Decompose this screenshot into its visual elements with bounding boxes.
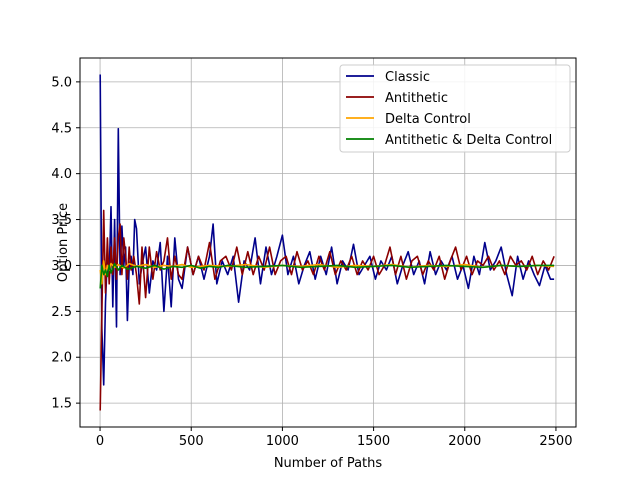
- y-axis-ticks: 1.5 2.0 2.5 3.0 3.5 4.0 4.5 5.0: [51, 75, 80, 412]
- x-axis-label: Number of Paths: [274, 456, 383, 471]
- y-tick-label: 2.0: [51, 351, 72, 366]
- y-tick-label: 4.5: [51, 121, 72, 136]
- x-tick-label: 2500: [539, 434, 572, 449]
- y-tick-label: 1.5: [51, 397, 72, 412]
- x-axis-ticks: 0 500 1000 1500 2000 2500: [96, 427, 572, 449]
- plot-lines: [99, 74, 555, 411]
- x-tick-label: 1000: [266, 434, 299, 449]
- y-tick-label: 3.0: [51, 259, 72, 274]
- y-tick-label: 5.0: [51, 75, 72, 90]
- series-line-antithetic-delta-control: [99, 262, 555, 289]
- x-tick-label: 0: [96, 434, 104, 449]
- y-tick-label: 2.5: [51, 305, 72, 320]
- legend-box: [339, 64, 571, 153]
- x-tick-label: 2000: [448, 434, 481, 449]
- y-axis-label: Option Price: [56, 203, 71, 282]
- legend: Classic Antithetic Delta Control Antithetic…: [339, 64, 571, 153]
- plot-frame: [79, 57, 577, 428]
- legend-label-delta-control: Delta Control: [385, 112, 471, 127]
- x-tick-label: 1500: [357, 434, 390, 449]
- legend-label-antithetic-delta-control: Antithetic & Delta Control: [385, 133, 552, 148]
- legend-label-antithetic: Antithetic: [385, 91, 448, 106]
- x-tick-label: 500: [179, 434, 204, 449]
- legend-label-classic: Classic: [385, 70, 430, 85]
- y-tick-label: 4.0: [51, 167, 72, 182]
- y-tick-label: 3.5: [51, 213, 72, 228]
